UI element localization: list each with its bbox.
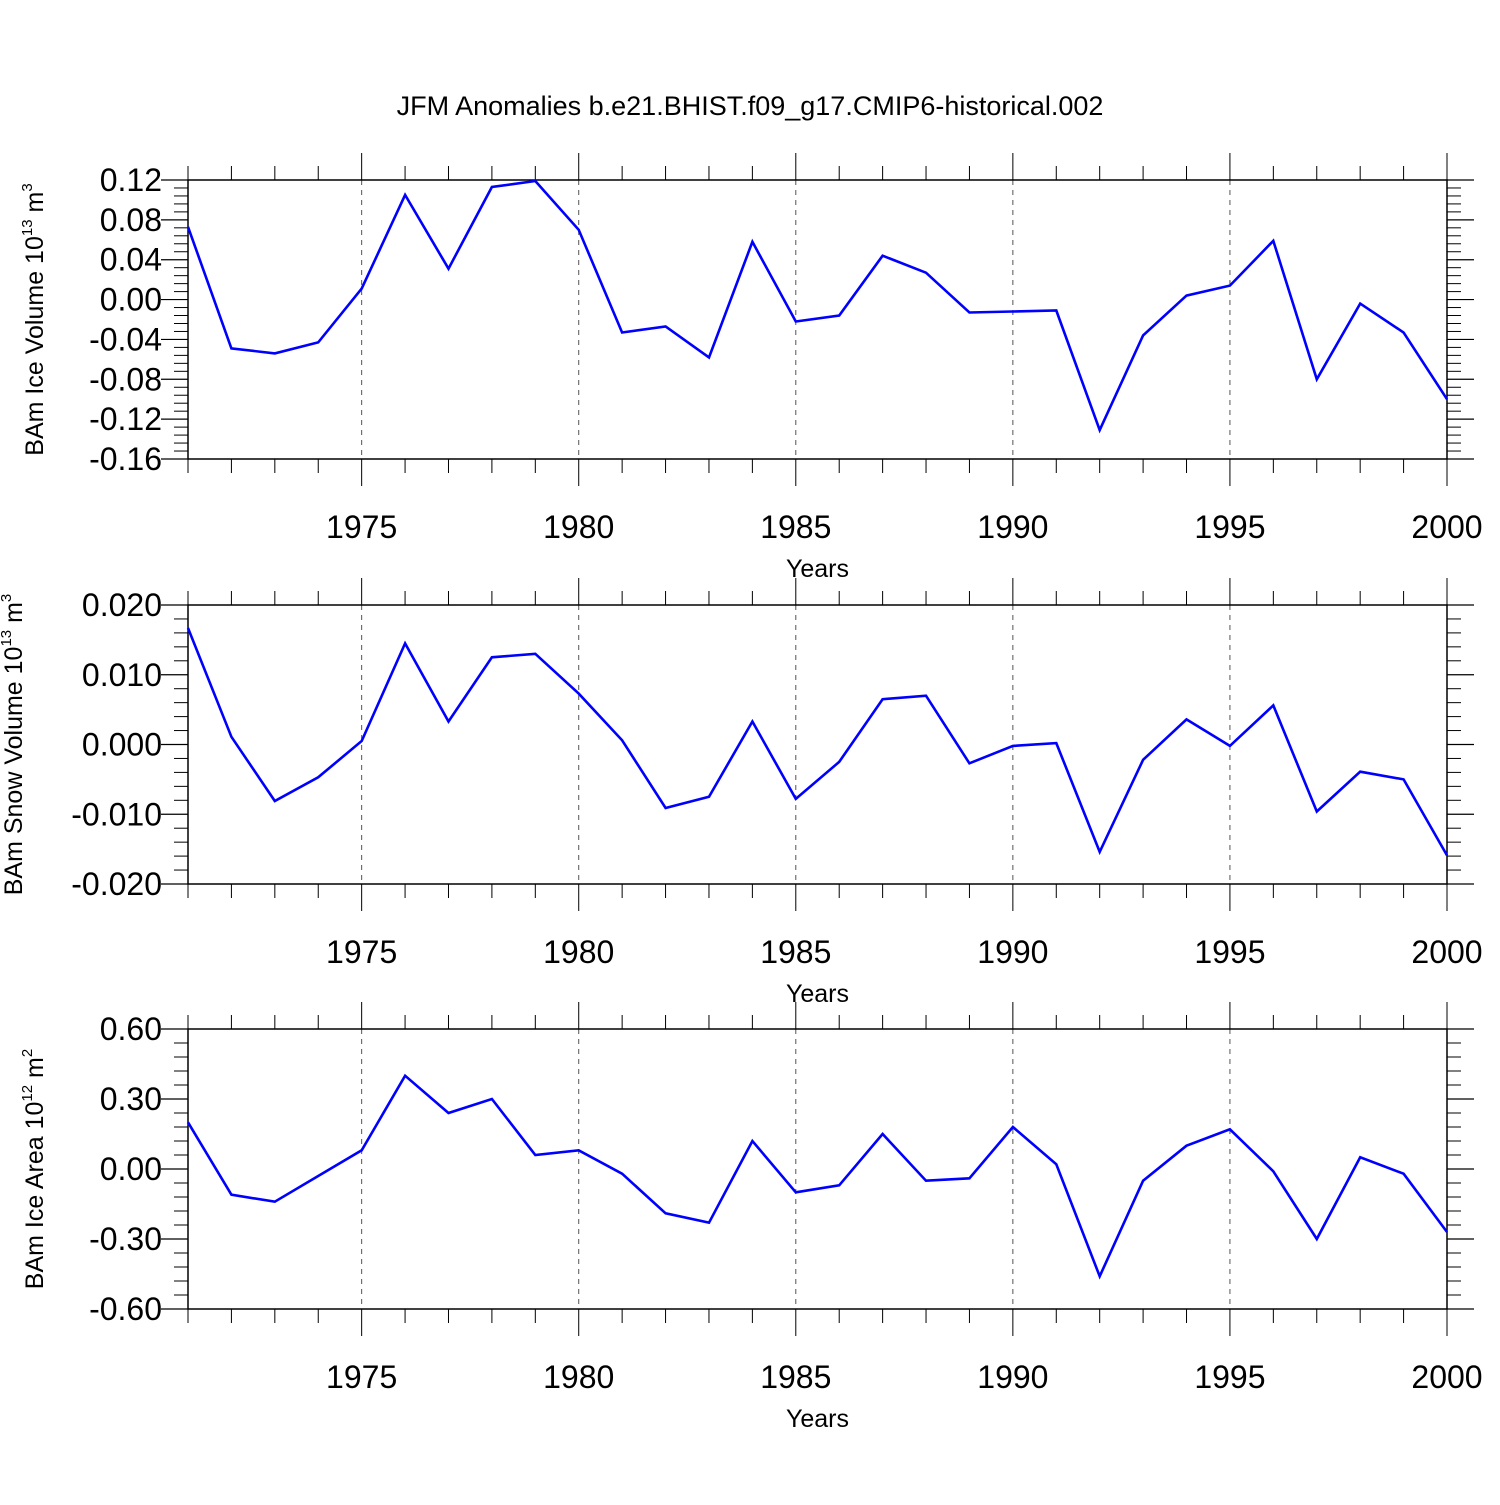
series-line	[186, 1073, 1449, 1280]
x-tick-label: 1990	[977, 509, 1048, 545]
plot-frame	[187, 1028, 1448, 1310]
x-tick-label: 1985	[760, 509, 831, 545]
y-tick-label: -0.60	[89, 1291, 162, 1327]
x-tick-label: 2000	[1411, 509, 1482, 545]
plot-frame	[187, 179, 1448, 460]
x-tick-label: 1985	[760, 934, 831, 970]
x-tick-label: 2000	[1411, 934, 1482, 970]
y-tick-label: 0.12	[100, 162, 162, 198]
y-tick-label: 0.020	[82, 587, 162, 623]
y-tick-label: -0.30	[89, 1221, 162, 1257]
x-tick-label: 2000	[1411, 1359, 1482, 1395]
x-tick-label: 1980	[543, 934, 614, 970]
x-tick-label: 1985	[760, 1359, 831, 1395]
x-tick-label: 1990	[977, 934, 1048, 970]
x-tick-label: 1975	[326, 1359, 397, 1395]
series-line	[186, 179, 1449, 434]
x-axis-title: Years	[786, 980, 849, 1008]
x-tick-label: 1980	[543, 1359, 614, 1395]
x-axis-title: Years	[786, 1405, 849, 1433]
series-line	[186, 627, 1449, 857]
y-tick-label: -0.010	[71, 796, 162, 832]
x-tick-label: 1980	[543, 509, 614, 545]
y-tick-label: -0.08	[89, 361, 162, 397]
x-tick-label: 1995	[1194, 1359, 1265, 1395]
panel-2: 0.020 0.010 0.000 -0.010 -0.020 1975 1980 1985 1…	[0, 578, 1483, 1008]
y-tick-label: 0.30	[100, 1081, 162, 1117]
x-tick-label: 1990	[977, 1359, 1048, 1395]
panel-3: 0.60 0.30 0.00 -0.30 -0.60 1975 1980 1985 1990 19…	[19, 1002, 1483, 1433]
y-tick-label: 0.04	[100, 242, 162, 278]
x-tick-label: 1995	[1194, 509, 1265, 545]
y-tick-label: 0.00	[100, 1151, 162, 1187]
panel-1: 0.12 0.08 0.04 0.00-0.04 -0.08 -0.12 -0.16 1975…	[19, 153, 1483, 583]
x-tick-label: 1975	[326, 509, 397, 545]
y-tick-label: -0.020	[71, 866, 162, 902]
x-axis-title: Years	[786, 555, 849, 583]
y-tick-label: 0.08	[100, 202, 162, 238]
plot-frame	[187, 604, 1448, 885]
y-axis-title: BAm Ice Area 1012 m2	[19, 1049, 49, 1289]
y-tick-label: 0.000	[82, 727, 162, 763]
x-tick-label: 1975	[326, 934, 397, 970]
y-axis-title: BAm Ice Volume 1013 m3	[19, 183, 49, 455]
y-tick-label: 0.010	[82, 657, 162, 693]
y-axis-title: BAm Snow Volume 1013 m3	[0, 594, 28, 896]
y-tick-label: -0.04	[89, 321, 162, 357]
y-tick-label: 0.00	[100, 282, 162, 318]
y-tick-label: -0.12	[89, 401, 162, 437]
chart-title: JFM Anomalies b.e21.BHIST.f09_g17.CMIP6-…	[397, 91, 1104, 121]
y-tick-label: -0.16	[89, 441, 162, 477]
y-tick-label: 0.60	[100, 1011, 162, 1047]
x-tick-label: 1995	[1194, 934, 1265, 970]
